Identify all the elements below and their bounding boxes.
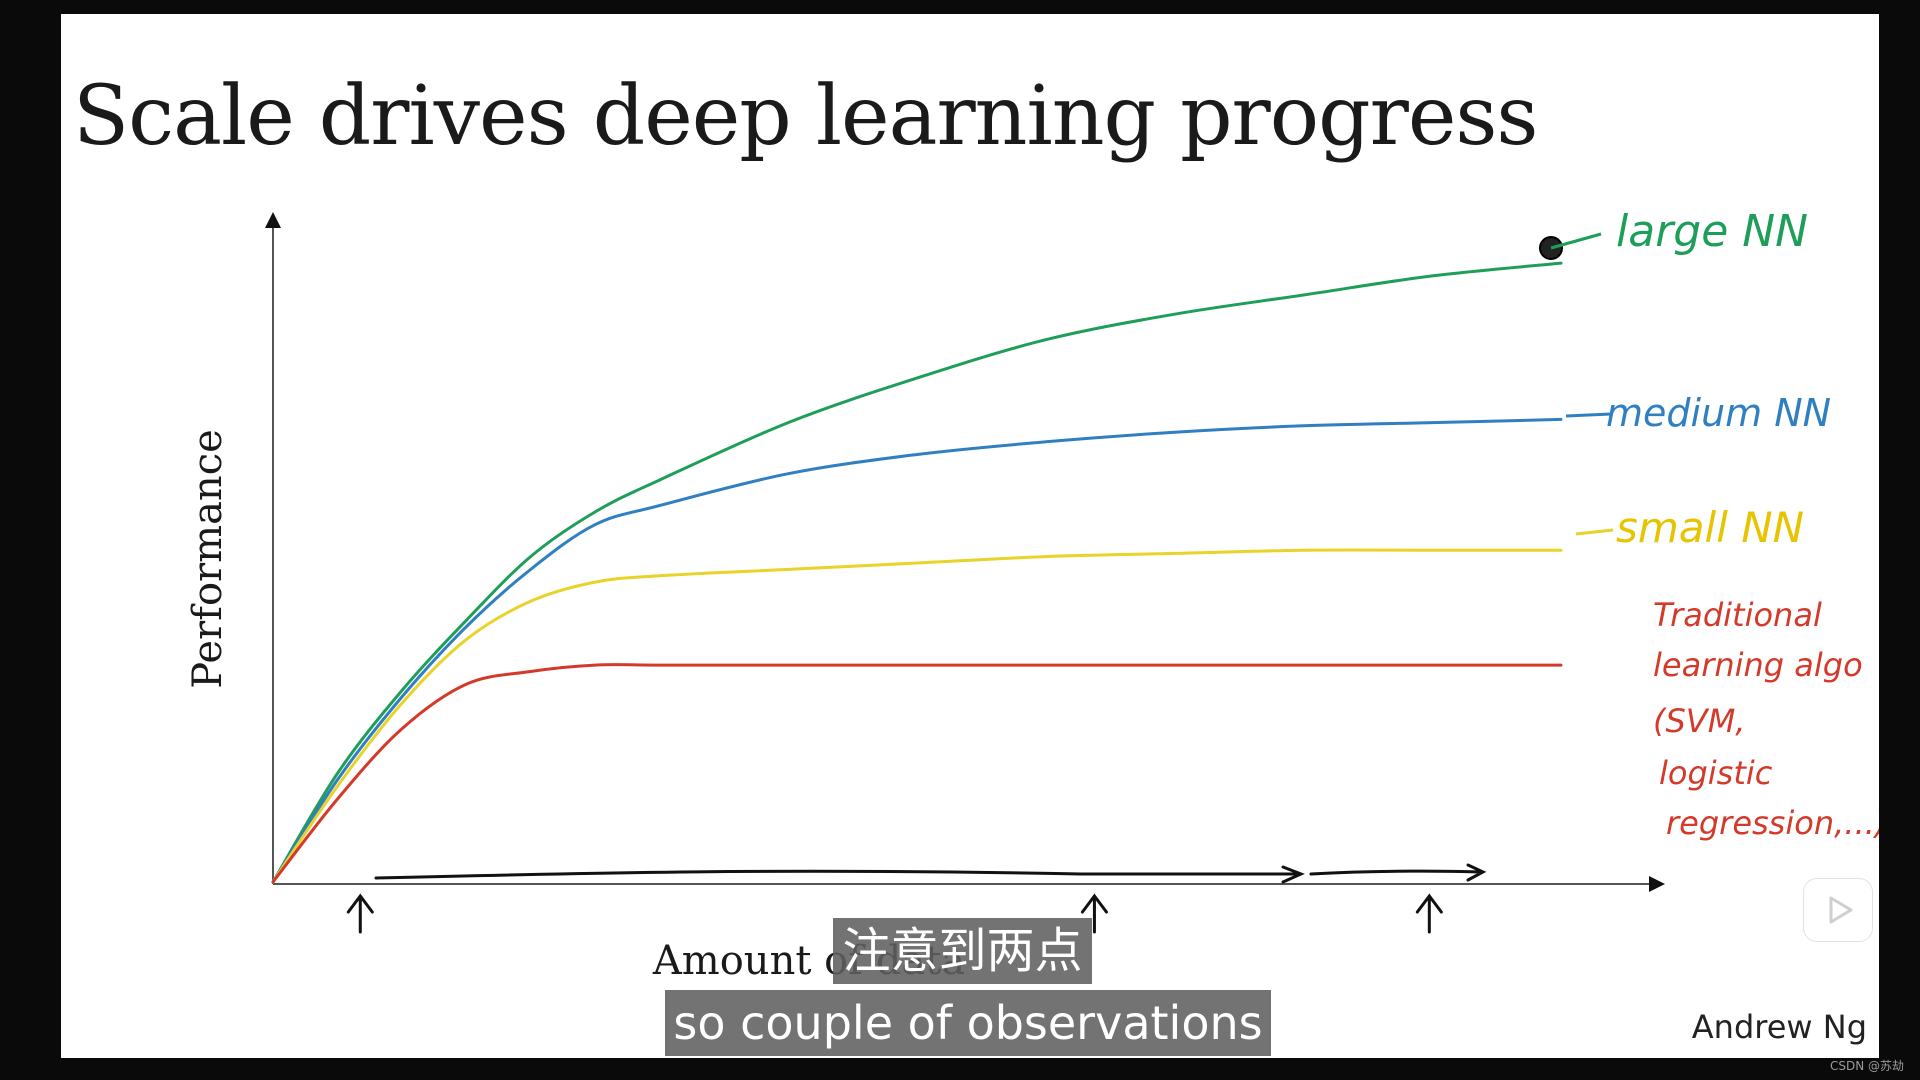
series-label-large: large NN [1616,206,1808,257]
y-axis-arrowhead [265,212,281,228]
x-axis-arrowhead [1649,876,1665,892]
series-label-traditional-line-1: Traditional [1653,596,1822,634]
data-range-bracket-2 [1309,863,1487,882]
subtitle-english: so couple of observations [665,990,1271,1056]
play-icon [1829,896,1853,924]
watermark: CSDN @苏劫 [1829,1059,1904,1073]
up-arrow-1 [346,893,374,934]
series-label-small: small NN [1616,503,1804,552]
data-range-bracket-1 [374,865,1305,884]
series-label-traditional-line-2: learning algo [1653,646,1863,684]
leader-small [1575,528,1614,536]
chart: Performance Amount of data large NN medi… [185,206,1879,984]
play-button[interactable] [1803,878,1873,942]
leader-medium [1565,412,1612,418]
series-label-traditional-line-5: regression,...) [1666,804,1879,842]
leader-large [1550,232,1602,250]
up-arrow-3 [1415,893,1443,934]
y-axis-label: Performance [185,429,231,689]
series-label-traditional-line-3: (SVM, [1653,702,1745,740]
series-line-medium [271,417,1563,884]
slide-title: Scale drives deep learning progress [73,69,1539,164]
subtitle-chinese: 注意到两点 [833,918,1092,984]
up-arrow-2 [1080,893,1108,934]
author-name: Andrew Ng [1691,1008,1867,1046]
series-label-traditional-group: Traditional learning algo (SVM, logistic… [1653,596,1879,842]
series-label-traditional-line-4: logistic [1659,754,1773,792]
series-label-medium: medium NN [1606,391,1831,435]
x-axis-up-arrows [346,893,1443,934]
series-line-traditional [271,663,1563,884]
slide: Scale drives deep learning progress Perf… [61,14,1879,1058]
series-line-small [271,548,1563,884]
series-line-large [271,261,1563,884]
